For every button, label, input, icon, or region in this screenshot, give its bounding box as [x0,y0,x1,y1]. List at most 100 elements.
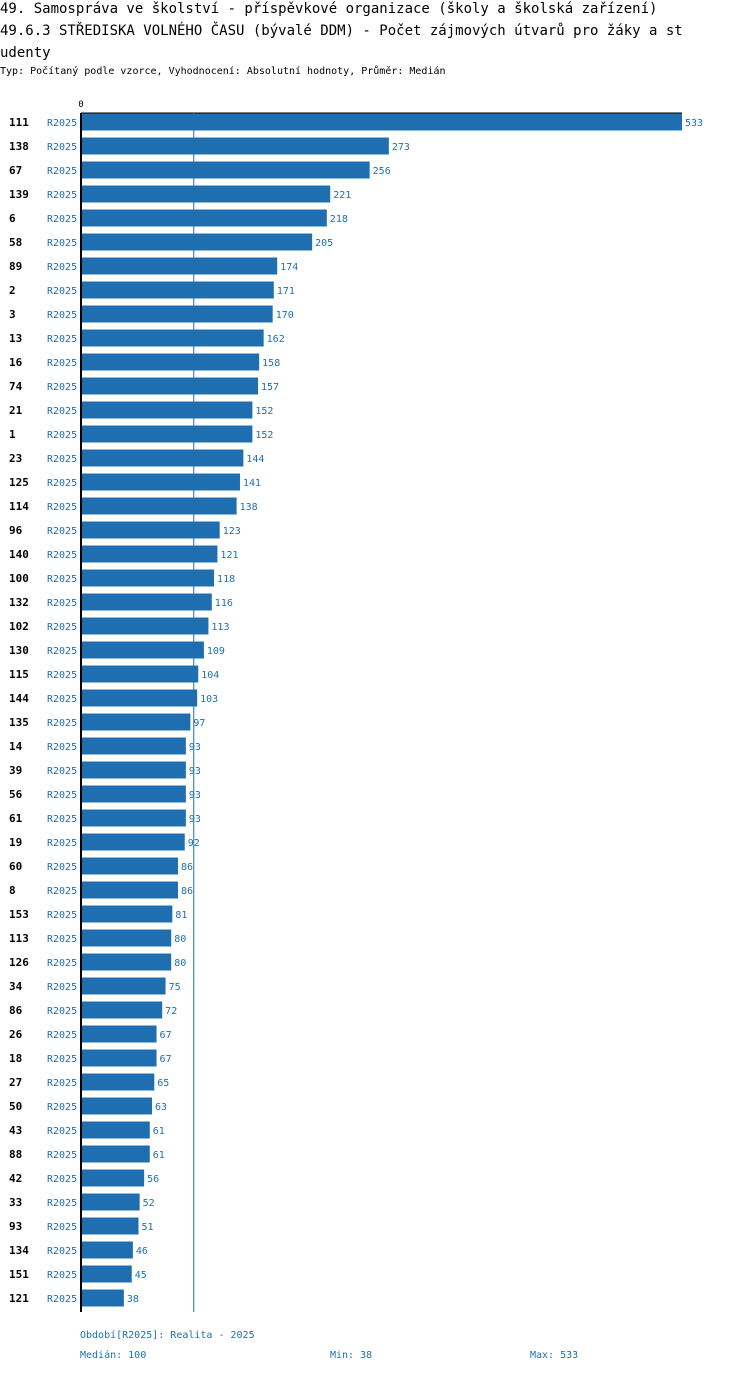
category-label: 18 [9,1052,22,1065]
period-label: R2025 [47,838,77,849]
bar [81,833,185,851]
category-label: 111 [9,116,29,129]
category-label: 121 [9,1292,29,1305]
period-label: R2025 [47,862,77,873]
bar [81,641,204,659]
median-summary: Medián: 100 [80,1350,147,1361]
period-label: R2025 [47,310,77,321]
bar [81,617,209,635]
value-label: 118 [217,574,235,585]
value-label: 93 [189,766,201,777]
bar [81,1145,150,1163]
value-label: 72 [165,1006,177,1017]
value-label: 123 [223,526,241,537]
bar [81,305,273,323]
period-label: R2025 [47,766,77,777]
period-label: R2025 [47,598,77,609]
period-label: R2025 [47,454,77,465]
period-label: R2025 [47,118,77,129]
bar [81,713,191,731]
bar [81,977,166,995]
bar [81,1289,124,1307]
category-label: 50 [9,1100,22,1113]
bar [81,1217,139,1235]
period-label: R2025 [47,670,77,681]
period-label: R2025 [47,1222,77,1233]
bar [81,665,199,683]
category-label: 60 [9,860,22,873]
bar [81,569,215,587]
value-label: 93 [189,814,201,825]
period-label: R2025 [47,742,77,753]
chart-title: 49.6.3 STŘEDISKA VOLNÉHO ČASU (bývalé DD… [0,23,683,39]
bar [81,1049,157,1067]
period-label: R2025 [47,1294,77,1305]
category-label: 43 [9,1124,22,1137]
value-label: 97 [193,718,205,729]
bar [81,881,178,899]
value-label: 121 [220,550,238,561]
category-label: 6 [9,212,16,225]
category-label: 100 [9,572,29,585]
category-label: 138 [9,140,29,153]
period-label: R2025 [47,1054,77,1065]
category-label: 153 [9,908,29,921]
category-label: 114 [9,500,29,513]
period-label: R2025 [47,142,77,153]
bar [81,377,259,395]
category-label: 113 [9,932,29,945]
category-label: 23 [9,452,22,465]
period-label: R2025 [47,934,77,945]
category-label: 42 [9,1172,22,1185]
value-label: 63 [155,1102,167,1113]
value-label: 65 [157,1078,169,1089]
period-label: R2025 [47,1246,77,1257]
bar [81,233,313,251]
value-label: 75 [169,982,181,993]
bar [81,761,186,779]
bar [81,1001,163,1019]
category-label: 13 [9,332,22,345]
category-label: 134 [9,1244,29,1257]
period-label: R2025 [47,1270,77,1281]
category-label: 135 [9,716,29,729]
value-label: 157 [261,382,279,393]
bar [81,353,260,371]
period-label: R2025 [47,1078,77,1089]
value-label: 174 [280,262,298,273]
period-label: R2025 [47,1198,77,1209]
category-label: 8 [9,884,16,897]
category-label: 34 [9,980,23,993]
value-label: 113 [211,622,229,633]
category-label: 16 [9,356,23,369]
bar [81,593,212,611]
value-label: 162 [267,334,285,345]
category-label: 125 [9,476,29,489]
bar [81,1193,140,1211]
bar [81,257,278,275]
period-label: R2025 [47,574,77,585]
bar [81,737,186,755]
period-label: R2025 [47,790,77,801]
bar [81,1097,153,1115]
period-label: R2025 [47,814,77,825]
period-label: R2025 [47,1102,77,1113]
category-label: 115 [9,668,29,681]
value-label: 152 [255,406,273,417]
value-label: 103 [200,694,218,705]
page-title: 49. Samospráva ve školství - příspěvkové… [0,1,658,17]
period-label: R2025 [47,238,77,249]
category-label: 27 [9,1076,22,1089]
period-label: R2025 [47,214,77,225]
value-label: 141 [243,478,261,489]
value-label: 80 [174,934,186,945]
period-label: R2025 [47,1006,77,1017]
bar [81,449,244,467]
period-label: R2025 [47,334,77,345]
category-label: 39 [9,764,22,777]
value-label: 93 [189,790,201,801]
value-label: 104 [201,670,219,681]
bar [81,497,237,515]
value-label: 67 [160,1030,172,1041]
bar [81,905,173,923]
